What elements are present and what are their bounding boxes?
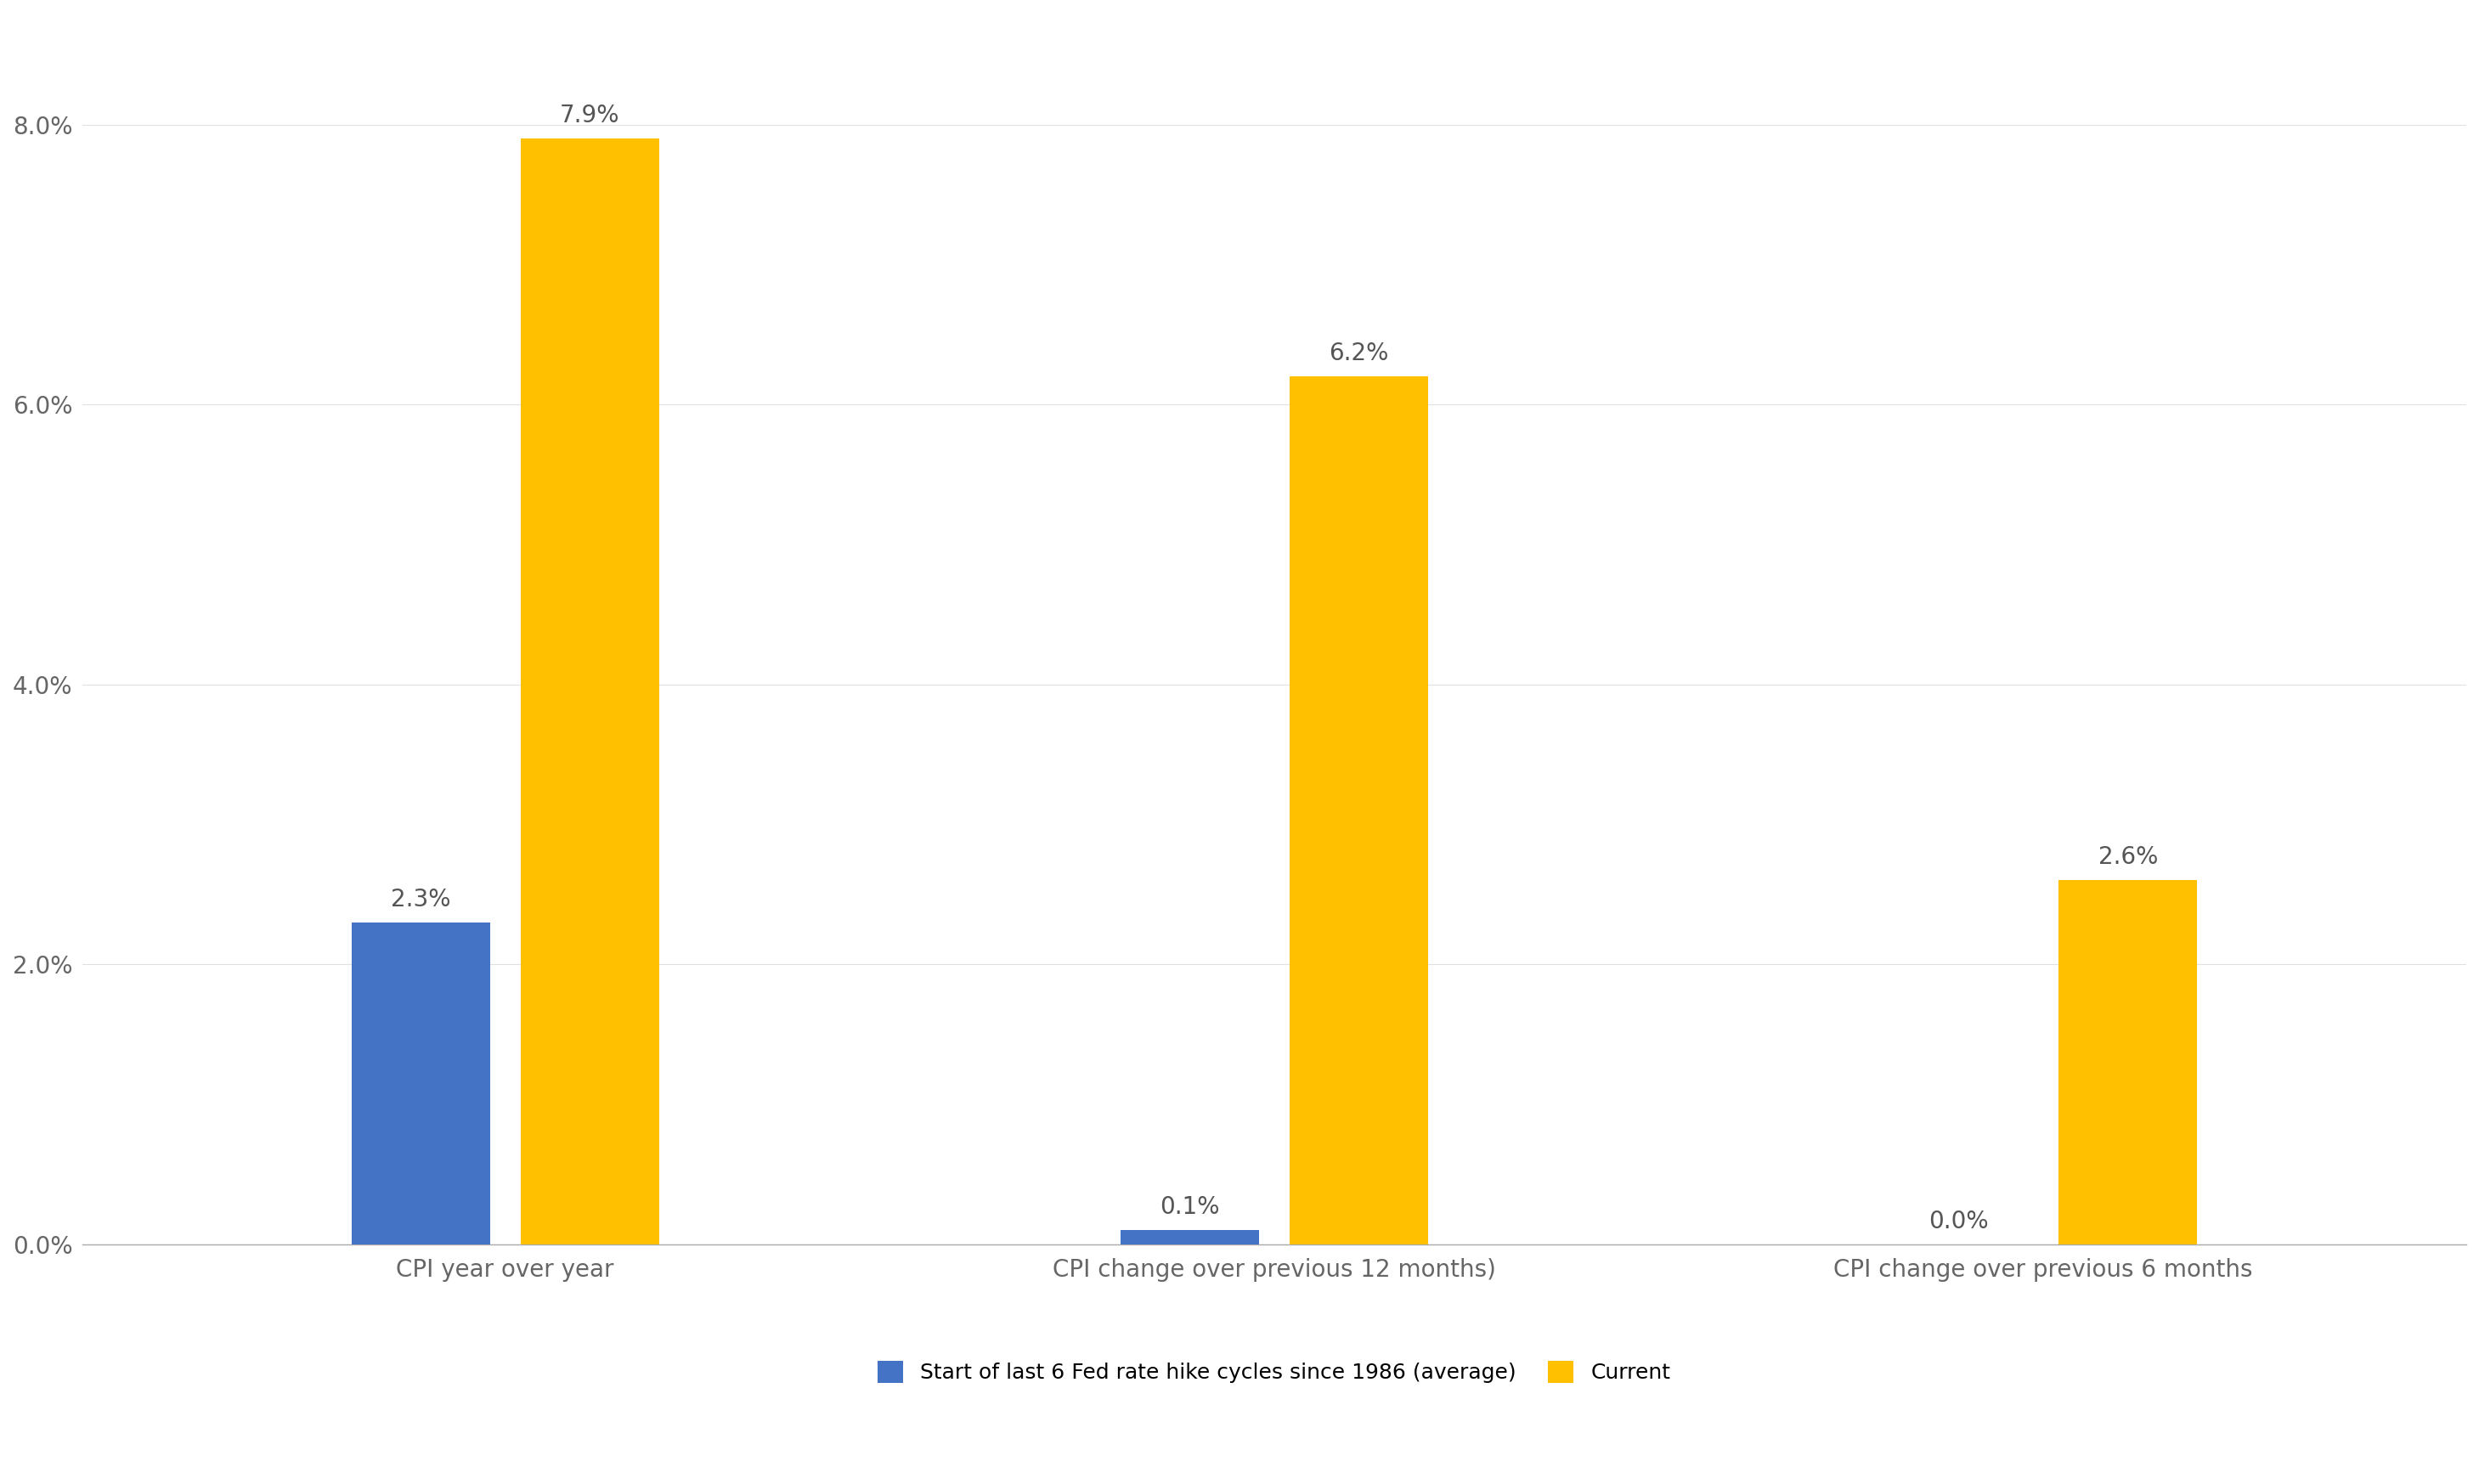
Text: 2.6%: 2.6%: [2097, 846, 2157, 870]
Text: 7.9%: 7.9%: [560, 104, 620, 128]
Bar: [521, 138, 659, 1244]
Bar: [352, 923, 491, 1244]
Bar: [1289, 377, 1428, 1244]
Bar: [2058, 880, 2196, 1244]
Legend: Start of last 6 Fed rate hike cycles since 1986 (average), Current: Start of last 6 Fed rate hike cycles sin…: [868, 1350, 1681, 1393]
Text: 0.0%: 0.0%: [1929, 1209, 1988, 1233]
Text: 0.1%: 0.1%: [1160, 1195, 1220, 1218]
Text: 2.3%: 2.3%: [392, 887, 451, 911]
Bar: [1121, 1230, 1259, 1244]
Text: 6.2%: 6.2%: [1329, 341, 1388, 365]
